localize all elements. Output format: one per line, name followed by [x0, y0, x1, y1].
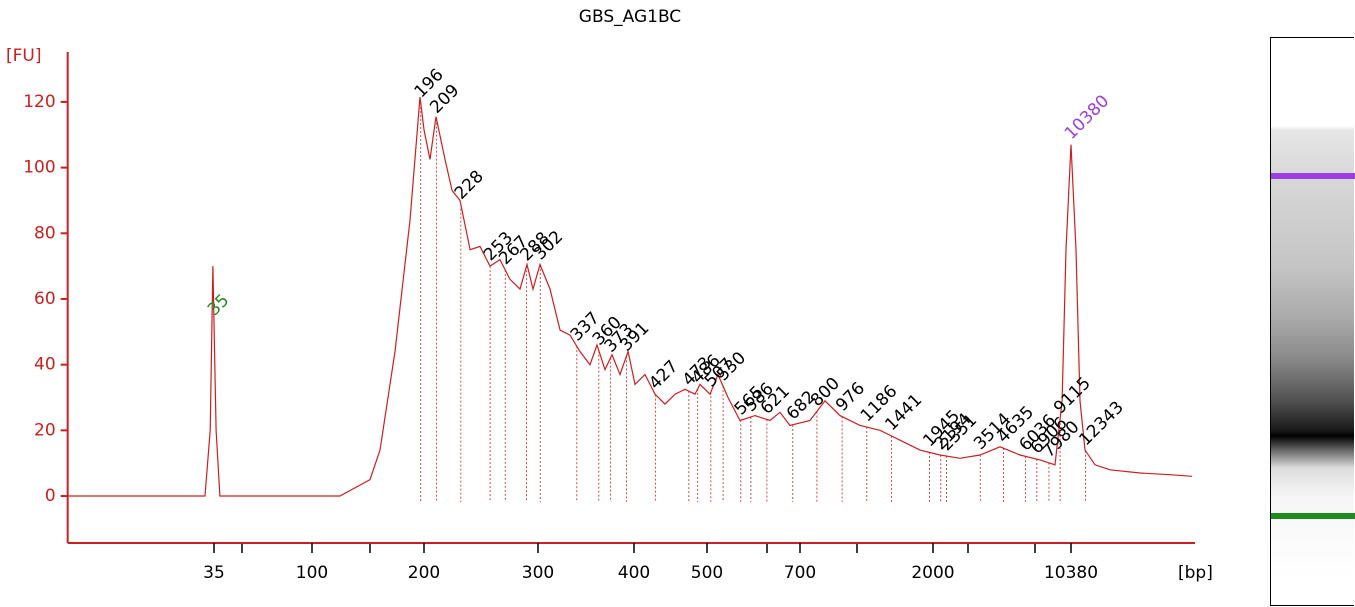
x-tick-label: 10380	[1044, 563, 1098, 583]
y-tick-label: 100	[23, 158, 55, 178]
x-tick-label: 2000	[911, 563, 954, 583]
x-tick-label: 300	[522, 563, 554, 583]
y-tick-label: 120	[23, 92, 55, 112]
gel-lane	[1270, 37, 1355, 606]
y-axis-label: [FU]	[6, 46, 42, 66]
upper-marker-band	[1271, 173, 1355, 179]
chart-title: GBS_AG1BC	[579, 7, 681, 27]
minor-ticks	[241, 543, 1036, 553]
peak-label: 35	[204, 290, 233, 319]
y-tick-label: 60	[34, 289, 56, 309]
lower-marker-band	[1271, 513, 1355, 519]
x-axis-label: [bp]	[1178, 563, 1213, 583]
x-tick-label: 700	[784, 563, 816, 583]
peak-label: 10380	[1061, 91, 1113, 143]
y-tick-label: 20	[34, 420, 56, 440]
y-tick-label: 0	[45, 486, 56, 506]
x-tick-label: 200	[408, 563, 440, 583]
y-tick-label: 80	[34, 223, 56, 243]
x-tick-label: 400	[618, 563, 650, 583]
peak-label: 9115	[1050, 373, 1095, 418]
peak-label: 427	[645, 357, 682, 394]
trace	[67, 96, 1193, 497]
peak-label: 228	[451, 167, 488, 204]
y-tick-label: 40	[34, 355, 56, 375]
x-tick-label: 100	[296, 563, 328, 583]
peak-label: 12343	[1075, 397, 1127, 449]
x-tick-label: 35	[203, 563, 225, 583]
x-tick-label: 500	[691, 563, 723, 583]
